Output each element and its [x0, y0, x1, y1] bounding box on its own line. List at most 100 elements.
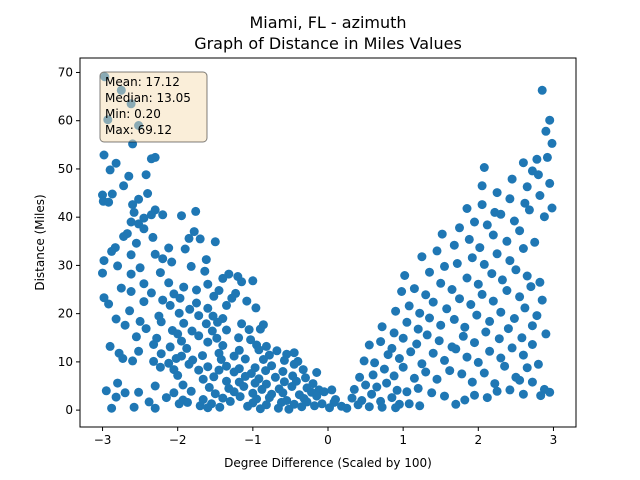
data-point [203, 337, 213, 347]
data-point [194, 365, 204, 375]
data-point [139, 224, 149, 234]
data-point [222, 376, 231, 386]
data-point [545, 387, 555, 397]
data-point [234, 345, 244, 355]
x-tick-label: −3 [94, 433, 112, 447]
data-point [119, 181, 129, 191]
data-point [445, 366, 455, 376]
data-point [203, 362, 213, 372]
data-point [218, 273, 228, 283]
data-point [214, 365, 224, 375]
data-point [146, 154, 156, 164]
chart-subtitle: Graph of Distance in Miles Values [194, 34, 462, 53]
data-point [179, 282, 189, 292]
data-point [497, 275, 507, 285]
data-point [312, 368, 322, 377]
data-point [135, 263, 145, 273]
data-point [155, 362, 165, 372]
data-point [428, 297, 438, 307]
data-point [503, 324, 513, 334]
data-point [165, 342, 175, 352]
data-point [240, 371, 250, 381]
data-point [111, 314, 121, 324]
data-point [421, 367, 431, 377]
data-point [492, 386, 502, 396]
data-point [192, 285, 201, 295]
data-point [279, 355, 289, 365]
data-point [472, 310, 482, 320]
data-point [409, 373, 419, 383]
y-axis-ticks: 0 10 20 30 40 50 60 70 [58, 65, 80, 417]
data-point [203, 279, 213, 289]
data-point [479, 368, 489, 378]
data-point [195, 234, 205, 244]
data-point [185, 304, 195, 314]
y-axis-label: Distance (Miles) [33, 194, 47, 290]
data-point [417, 252, 427, 262]
data-point [455, 294, 464, 304]
data-point [237, 319, 247, 329]
data-point [200, 266, 210, 276]
data-point [149, 356, 159, 366]
data-point [187, 326, 197, 336]
data-point [250, 378, 260, 388]
data-point [215, 402, 225, 412]
data-point [128, 200, 138, 210]
data-point [545, 178, 555, 188]
data-point [496, 353, 506, 363]
data-point [526, 282, 536, 292]
data-point [457, 369, 467, 379]
data-point [180, 244, 190, 254]
data-point [389, 328, 399, 338]
stats-box-background [99, 71, 208, 143]
data-point [155, 268, 165, 278]
data-point [194, 311, 204, 321]
data-point [415, 308, 425, 318]
data-point [310, 401, 319, 411]
data-point [353, 400, 363, 410]
data-point [239, 382, 249, 391]
data-point [222, 325, 231, 335]
data-point [359, 356, 369, 366]
data-point [319, 387, 329, 397]
y-tick-label: 0 [65, 403, 73, 417]
data-point [432, 374, 442, 384]
data-point [126, 250, 136, 260]
data-point [204, 382, 214, 392]
data-point [289, 348, 299, 358]
data-point [488, 230, 498, 240]
data-point [278, 388, 288, 398]
y-tick-label: 50 [58, 162, 73, 176]
x-tick-label: −2 [169, 433, 187, 447]
data-point [342, 403, 352, 413]
data-point [141, 170, 151, 180]
data-point [146, 288, 156, 298]
data-point [222, 300, 231, 310]
data-point [173, 370, 183, 380]
data-point [107, 189, 117, 199]
data-point [317, 399, 327, 409]
data-point [201, 319, 211, 329]
data-point [387, 393, 397, 403]
data-point [261, 341, 271, 351]
data-point [99, 293, 109, 303]
data-point [511, 265, 521, 275]
data-point [169, 388, 179, 398]
data-point [507, 343, 517, 353]
data-point [530, 237, 540, 247]
data-point [452, 259, 462, 268]
data-point [462, 273, 472, 283]
data-point [229, 387, 239, 397]
data-point [99, 256, 109, 266]
data-point [535, 191, 545, 200]
data-point [518, 244, 528, 253]
data-point [129, 207, 139, 217]
data-point [126, 287, 136, 296]
data-point [164, 278, 174, 288]
data-point [99, 150, 109, 160]
data-point [505, 194, 515, 204]
data-point [289, 359, 299, 369]
x-tick-label: 0 [324, 433, 332, 447]
data-point [421, 290, 431, 300]
data-point [361, 380, 371, 390]
